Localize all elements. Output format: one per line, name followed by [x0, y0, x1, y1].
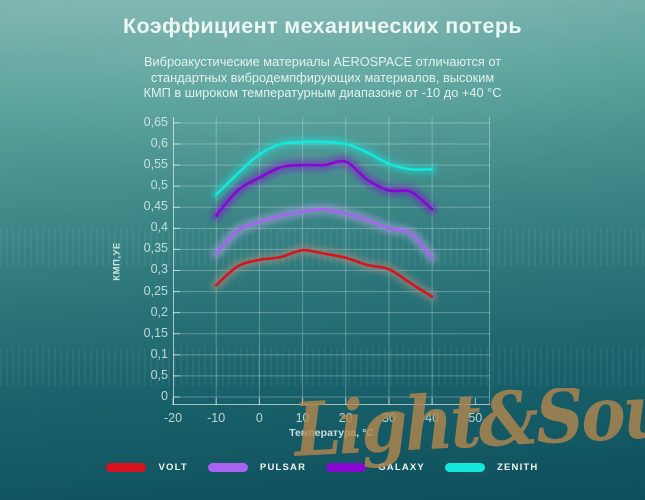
legend-swatch-galaxy: [326, 462, 367, 472]
y-tick-label: 0,2: [150, 304, 168, 319]
y-tick-label: 0,25: [143, 283, 168, 298]
line-chart: [172, 117, 490, 405]
y-tick-label: 0: [161, 388, 168, 403]
legend-label: GALAXY: [378, 461, 425, 473]
y-tick-label: 0,35: [143, 241, 168, 256]
legend-item-zenith[interactable]: ZENITH: [444, 461, 539, 473]
subtitle-line: стандартных вибродемпфирующих материалов…: [150, 69, 495, 85]
legend-label: VOLT: [158, 461, 188, 473]
x-tick-label: 50: [468, 411, 483, 425]
series-line-galaxy[interactable]: [214, 159, 434, 217]
series-glow-volt: [210, 244, 438, 303]
subtitle-line: Виброакустические материалы AEROSPACE от…: [143, 54, 502, 69]
y-tick-label: 0,4: [150, 220, 168, 235]
chart-legend: VOLT PULSAR GALAXY ZENITH: [0, 458, 645, 476]
series-line-pulsar[interactable]: [214, 207, 434, 260]
x-tick-label: 10: [295, 411, 310, 425]
x-tick-label: 20: [338, 411, 353, 425]
x-tick-label: -20: [163, 411, 183, 425]
y-tick-label: 0,3: [150, 262, 168, 277]
y-tick-label: 0,5: [150, 178, 168, 193]
x-tick-label: 40: [425, 411, 440, 425]
legend-label: PULSAR: [259, 461, 307, 473]
y-axis-tick-labels: 0,65 0,6 0,55 0,5 0,45 0,4 0,35 0,3 0,25 0,2 0,15 0…: [124, 114, 168, 405]
legend-item-pulsar[interactable]: PULSAR: [207, 461, 307, 473]
y-tick-label: 0,45: [143, 199, 168, 214]
y-tick-label: 0,65: [143, 114, 168, 129]
legend-item-volt[interactable]: VOLT: [106, 462, 187, 473]
x-axis-tick-labels: -20 -10 0 10 20 30 40 50: [164, 411, 490, 427]
series-line-zenith[interactable]: [214, 140, 434, 196]
subtitle-line: КМП в широком температурным диапазоне от…: [143, 85, 502, 101]
legend-swatch-pulsar: [207, 462, 248, 472]
x-axis-title: Температура, °С: [289, 427, 374, 439]
page-subtitle: Виброакустические материалы AEROSPACE от…: [0, 54, 645, 101]
legend-swatch-zenith: [444, 462, 485, 472]
y-tick-label: 0,15: [143, 325, 168, 340]
x-tick-label: 30: [381, 411, 396, 425]
page-title: Коэффициент механических потерь: [122, 14, 523, 38]
y-tick-label: 0,6: [150, 135, 168, 150]
x-tick-label: 0: [255, 411, 263, 425]
y-axis-title: КМП,УЕ: [111, 242, 123, 281]
y-tick-label: 0,5: [150, 367, 168, 382]
chart-canvas[interactable]: [172, 117, 490, 405]
legend-item-galaxy[interactable]: GALAXY: [326, 462, 425, 473]
legend-swatch-volt: [106, 462, 147, 472]
series-line-volt[interactable]: [214, 248, 434, 298]
legend-label: ZENITH: [496, 461, 539, 473]
y-tick-label: 0,55: [143, 157, 168, 172]
y-tick-label: 0,1: [150, 346, 168, 361]
x-tick-label: -10: [207, 411, 226, 425]
